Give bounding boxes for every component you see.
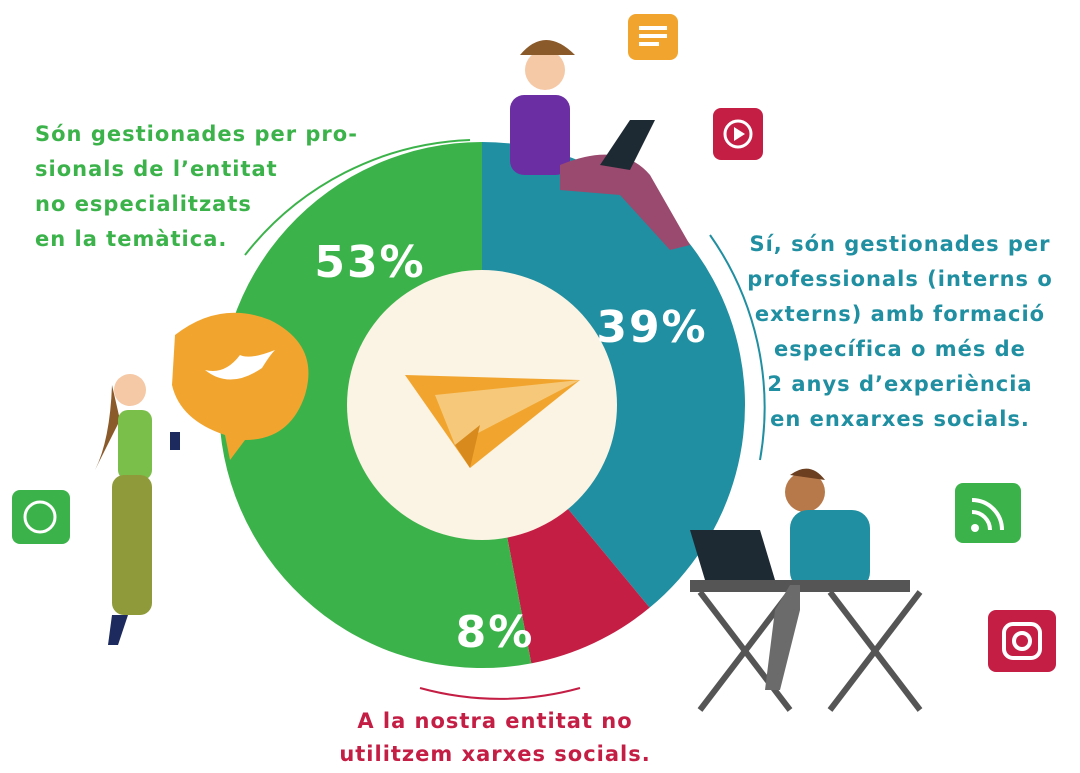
- category-label: utilitzem xarxes socials.: [339, 742, 650, 766]
- icon-twitter: [172, 312, 309, 460]
- value-label: 53%: [314, 237, 425, 288]
- labels: 53% 39% 8% Són gestionades per pro-sionals …: [35, 122, 1053, 766]
- value-label: 8%: [456, 607, 535, 658]
- category-label: específica o més de: [774, 337, 1026, 361]
- person-desk: [690, 468, 923, 712]
- category-label: sionals de l’entitat: [35, 157, 278, 181]
- value-label: 39%: [596, 302, 707, 353]
- paper-plane: [405, 375, 580, 468]
- category-label: Són gestionades per pro-: [35, 122, 358, 146]
- category-label: 2 anys d’experiència: [767, 372, 1032, 396]
- person-woman: [95, 374, 180, 645]
- guide-arc: [709, 234, 766, 461]
- icon-instagram: [988, 610, 1056, 672]
- icon-phone: [12, 490, 70, 544]
- category-label: Sí, són gestionades per: [749, 232, 1050, 256]
- guide-arc: [419, 687, 581, 700]
- icon-video: [713, 108, 763, 160]
- guide-arc: [244, 139, 471, 256]
- icon-rss: [955, 483, 1021, 543]
- category-label: en la temàtica.: [35, 227, 227, 251]
- icon-chat: [628, 14, 678, 60]
- category-label: externs) amb formació: [755, 302, 1045, 326]
- category-label: professionals (interns o: [747, 267, 1053, 291]
- category-label: A la nostra entitat no: [357, 709, 632, 733]
- category-label: en enxarxes socials.: [770, 407, 1030, 431]
- person-laptop-top: [510, 40, 690, 250]
- category-label: no especialitzats: [35, 192, 252, 216]
